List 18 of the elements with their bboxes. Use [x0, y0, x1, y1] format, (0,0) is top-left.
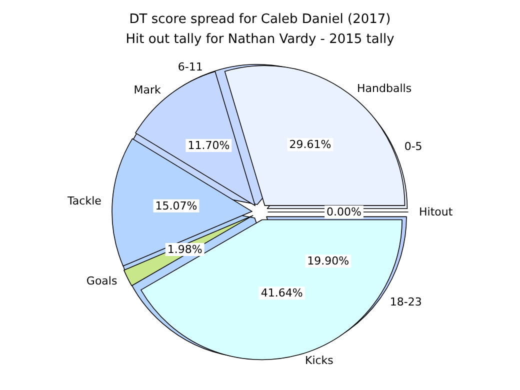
slice-label: 6-11	[178, 60, 203, 74]
slice-label: Kicks	[304, 354, 334, 368]
slice-label: Mark	[134, 84, 162, 97]
text: 0.00%	[326, 206, 362, 218]
slice-label: 18-23	[390, 296, 422, 309]
slice-label: Goals	[86, 274, 118, 288]
data-label: 1.98%	[167, 243, 202, 256]
category-label: Hitout	[419, 206, 453, 218]
data-label: 11.70%	[188, 139, 230, 152]
chart-title: Hit out tally for Nathan Vardy - 2015 tally	[126, 32, 395, 47]
data-label: 29.61%	[289, 138, 332, 152]
slice-label: 0-5	[404, 140, 422, 153]
data-label: 41.64%	[260, 286, 303, 300]
data-label: 19.90%	[307, 254, 350, 268]
slice-label: Tackle	[66, 194, 102, 208]
slice-label: Handballs	[357, 82, 412, 96]
data-label: 15.07%	[155, 199, 198, 212]
chart-title: DT score spread for Caleb Daniel (2017)	[129, 12, 391, 27]
